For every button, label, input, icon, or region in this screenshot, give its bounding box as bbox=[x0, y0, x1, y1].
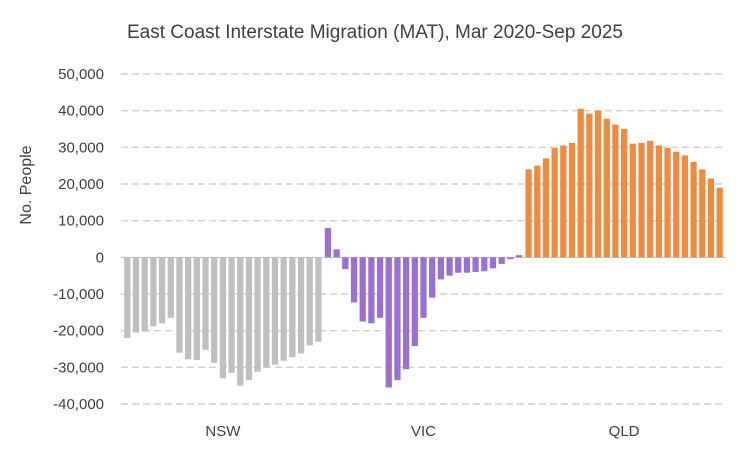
bar-vic-6 bbox=[368, 257, 375, 324]
bar-nsw-10 bbox=[202, 257, 209, 350]
y-tick-label: 40,000 bbox=[58, 103, 104, 120]
bar-nsw-20 bbox=[289, 257, 296, 358]
bar-vic-11 bbox=[411, 257, 418, 347]
bar-qld-14 bbox=[638, 142, 645, 258]
bar-qld-11 bbox=[612, 124, 619, 258]
y-axis-label: No. People bbox=[18, 145, 35, 224]
bar-vic-1 bbox=[324, 228, 332, 258]
bar-nsw-21 bbox=[297, 257, 305, 354]
x-category-labels: NSW VIC QLD bbox=[205, 423, 639, 440]
bar-nsw-18 bbox=[271, 257, 279, 365]
x-category-label-qld: QLD bbox=[609, 423, 640, 440]
y-tick-label: -30,000 bbox=[53, 359, 104, 376]
bar-vic-23 bbox=[515, 255, 523, 258]
bar-vic-17 bbox=[463, 257, 471, 273]
bar-vic-15 bbox=[446, 257, 453, 276]
bar-vic-8 bbox=[385, 257, 392, 388]
bar-qld-20 bbox=[690, 162, 697, 258]
bar-qld-12 bbox=[621, 129, 628, 258]
bar-vic-13 bbox=[429, 257, 436, 298]
y-tick-label: -20,000 bbox=[53, 323, 104, 340]
bar-qld-4 bbox=[551, 148, 558, 258]
bar-nsw-9 bbox=[193, 257, 200, 360]
bar-vic-4 bbox=[350, 257, 358, 303]
bar-nsw-23 bbox=[315, 257, 322, 342]
bar-nsw-16 bbox=[254, 257, 261, 372]
bar-vic-3 bbox=[342, 257, 349, 270]
bar-nsw-12 bbox=[219, 257, 226, 379]
bar-nsw-13 bbox=[228, 257, 235, 373]
bar-nsw-8 bbox=[185, 257, 192, 360]
bar-nsw-7 bbox=[176, 257, 183, 353]
y-tick-label: 0 bbox=[96, 249, 104, 266]
bar-vic-22 bbox=[507, 257, 514, 260]
y-tick-label: 10,000 bbox=[58, 213, 104, 230]
bar-qld-21 bbox=[699, 169, 706, 258]
bar-qld-13 bbox=[629, 143, 636, 258]
bar-vic-10 bbox=[403, 257, 410, 370]
bar-nsw-4 bbox=[150, 257, 157, 327]
bar-qld-1 bbox=[525, 169, 532, 258]
bar-qld-15 bbox=[647, 140, 654, 258]
bar-nsw-15 bbox=[245, 257, 253, 381]
y-tick-label: 30,000 bbox=[58, 139, 104, 156]
bar-nsw-2 bbox=[132, 257, 140, 333]
bar-vic-2 bbox=[333, 249, 340, 258]
bar-vic-19 bbox=[481, 257, 488, 272]
chart-title: East Coast Interstate Migration (MAT), M… bbox=[127, 22, 623, 43]
bar-nsw-22 bbox=[306, 257, 313, 346]
y-tick-labels: 50,000 40,000 30,000 20,000 10,000 0 -10,000 -2… bbox=[53, 66, 104, 413]
bar-qld-23 bbox=[716, 187, 723, 258]
bar-qld-8 bbox=[586, 113, 593, 258]
bar-qld-10 bbox=[603, 118, 610, 258]
y-tick-label: -10,000 bbox=[53, 286, 104, 303]
bar-vic-18 bbox=[472, 257, 479, 272]
bar-nsw-6 bbox=[167, 257, 174, 318]
bar-qld-2 bbox=[534, 165, 541, 258]
bar-qld-16 bbox=[655, 145, 662, 258]
bar-nsw-1 bbox=[124, 257, 131, 338]
bar-vic-9 bbox=[394, 257, 401, 381]
bar-qld-19 bbox=[681, 155, 689, 258]
x-category-label-vic: VIC bbox=[411, 423, 436, 440]
bar-qld-9 bbox=[594, 110, 602, 258]
bar-nsw-19 bbox=[280, 257, 287, 361]
bar-qld-7 bbox=[577, 108, 584, 258]
bar-nsw-14 bbox=[237, 257, 244, 386]
bar-qld-6 bbox=[568, 142, 576, 258]
bar-vic-20 bbox=[489, 257, 497, 269]
bar-qld-22 bbox=[707, 178, 715, 258]
bar-qld-17 bbox=[664, 148, 671, 258]
bar-vic-12 bbox=[420, 257, 427, 318]
bars bbox=[124, 108, 723, 388]
bar-nsw-3 bbox=[141, 257, 148, 332]
bar-vic-5 bbox=[359, 257, 366, 322]
y-tick-label: 50,000 bbox=[58, 66, 104, 83]
y-tick-label: -40,000 bbox=[53, 396, 104, 413]
bar-qld-5 bbox=[560, 145, 567, 258]
bar-nsw-11 bbox=[211, 257, 218, 363]
x-category-label-nsw: NSW bbox=[205, 423, 241, 440]
bar-qld-18 bbox=[673, 151, 680, 258]
bar-vic-16 bbox=[455, 257, 462, 273]
bar-qld-3 bbox=[542, 158, 550, 258]
bar-vic-21 bbox=[498, 257, 505, 264]
bar-nsw-5 bbox=[158, 257, 166, 324]
y-tick-label: 20,000 bbox=[58, 176, 104, 193]
bar-vic-7 bbox=[376, 257, 384, 318]
bar-nsw-17 bbox=[263, 257, 270, 368]
bar-vic-14 bbox=[437, 257, 444, 280]
